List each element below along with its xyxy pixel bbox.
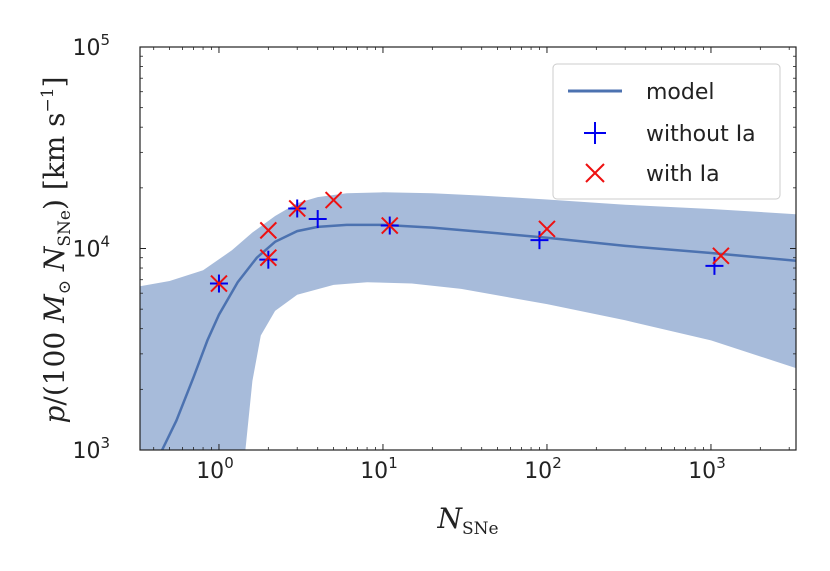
legend-without-ia-label: without Ia <box>646 122 756 147</box>
with-ia-point-5 <box>381 216 399 235</box>
y-tick-label-2: 105 <box>72 31 110 61</box>
with-ia-point-4 <box>324 191 343 209</box>
legend-with-ia-marker <box>585 163 605 183</box>
uncertainty-band <box>140 192 796 450</box>
legend-model-label: model <box>646 80 715 105</box>
x-axis-label: NSNe <box>436 502 498 539</box>
with-ia-point-3 <box>288 199 306 218</box>
with-ia-point-0 <box>210 274 228 293</box>
with-ia-point-1 <box>259 249 278 267</box>
x-tick-label-3: 103 <box>688 454 726 484</box>
model-line <box>160 223 796 450</box>
legend-without-ia-marker <box>584 122 606 144</box>
with-ia-point-2 <box>259 221 278 240</box>
legend-box <box>552 63 781 200</box>
y-tick-label-0: 103 <box>72 434 110 464</box>
tick-layer: 100 101 102 103 103 104 105 <box>72 31 796 484</box>
x-tick-label-0: 100 <box>196 454 234 484</box>
without-ia-point-3 <box>308 210 327 229</box>
with-ia-point-7 <box>712 247 730 265</box>
with-ia-point-6 <box>538 220 556 238</box>
legend: model without Ia with Ia <box>552 63 781 200</box>
x-tick-label-1: 101 <box>360 454 398 484</box>
y-axis-label: p/(100 M⊙ NSNe) [km s−1] <box>38 76 75 423</box>
without-ia-point-6 <box>705 256 724 275</box>
without-ia-point-1 <box>259 250 278 269</box>
y-tick-label-1: 104 <box>72 233 110 263</box>
marker-layer <box>209 191 730 293</box>
without-ia-point-5 <box>530 231 549 250</box>
line-layer <box>160 223 796 450</box>
legend-with-ia-label: with Ia <box>646 162 720 187</box>
band-layer <box>140 192 796 450</box>
x-tick-label-2: 102 <box>524 454 562 484</box>
